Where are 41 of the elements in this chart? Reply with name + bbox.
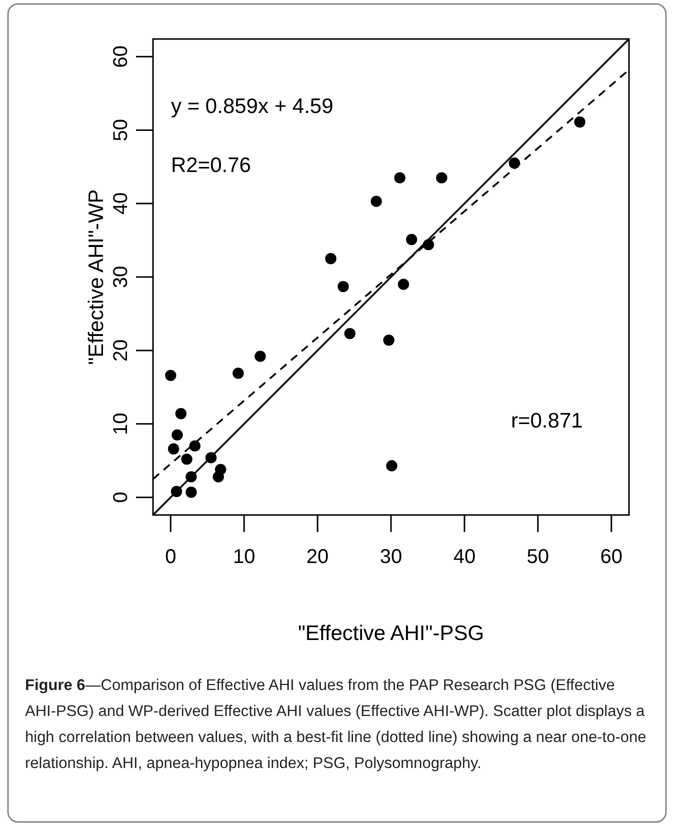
caption: Figure 6—Comparison of Effective AHI values from the PAP Research PSG (Effective AHI-PSG) and WP-derived Effective AHI values (Effective AHI-WP). Scatter plot displays a high correlation between values, with a best-fit line (dotted line) showing a near one-to-one relationship. AHI, apnea-hypopnea index; PSG, Polysomnography. bbox=[25, 677, 646, 772]
x-tick-label: 10 bbox=[232, 546, 256, 568]
point bbox=[325, 253, 336, 264]
point bbox=[212, 471, 224, 482]
x-tick-label: 50 bbox=[526, 546, 550, 568]
annotation: R2=0.76 bbox=[171, 154, 251, 177]
annotation: r=0.871 bbox=[511, 410, 583, 433]
y-tick-label: 20 bbox=[110, 339, 132, 362]
point bbox=[186, 486, 197, 498]
point bbox=[398, 278, 410, 290]
point bbox=[406, 234, 418, 246]
y-tick-label: 50 bbox=[110, 118, 132, 142]
point bbox=[338, 280, 349, 292]
point bbox=[370, 196, 382, 207]
y-tick-label: 40 bbox=[110, 192, 132, 215]
point bbox=[175, 408, 187, 420]
point bbox=[254, 350, 266, 362]
point bbox=[386, 460, 398, 472]
x-axis-title: "Effective AHI"-PSG bbox=[298, 622, 484, 645]
point bbox=[574, 116, 586, 128]
annotation: y = 0.859x + 4.59 bbox=[171, 95, 334, 118]
y-tick-label: 0 bbox=[110, 492, 132, 503]
point bbox=[232, 368, 244, 379]
point bbox=[168, 443, 180, 454]
y-tick-label: 10 bbox=[110, 412, 132, 436]
x-tick-label: 60 bbox=[600, 546, 622, 568]
point bbox=[165, 370, 176, 382]
y-tick-label: 30 bbox=[110, 266, 132, 288]
point bbox=[394, 172, 406, 184]
point bbox=[172, 429, 183, 441]
x-tick-label: 40 bbox=[453, 546, 476, 568]
point bbox=[383, 334, 394, 346]
y-axis-title: "Effective AHI"-WP bbox=[85, 189, 108, 365]
x-tick-label: 0 bbox=[165, 546, 176, 568]
y-tick-label: 60 bbox=[110, 46, 132, 68]
point bbox=[189, 440, 200, 452]
point bbox=[436, 172, 448, 184]
x-tick-label: 30 bbox=[380, 546, 402, 568]
point bbox=[344, 328, 356, 340]
x-tick-label: 20 bbox=[306, 546, 329, 568]
point bbox=[181, 454, 192, 465]
